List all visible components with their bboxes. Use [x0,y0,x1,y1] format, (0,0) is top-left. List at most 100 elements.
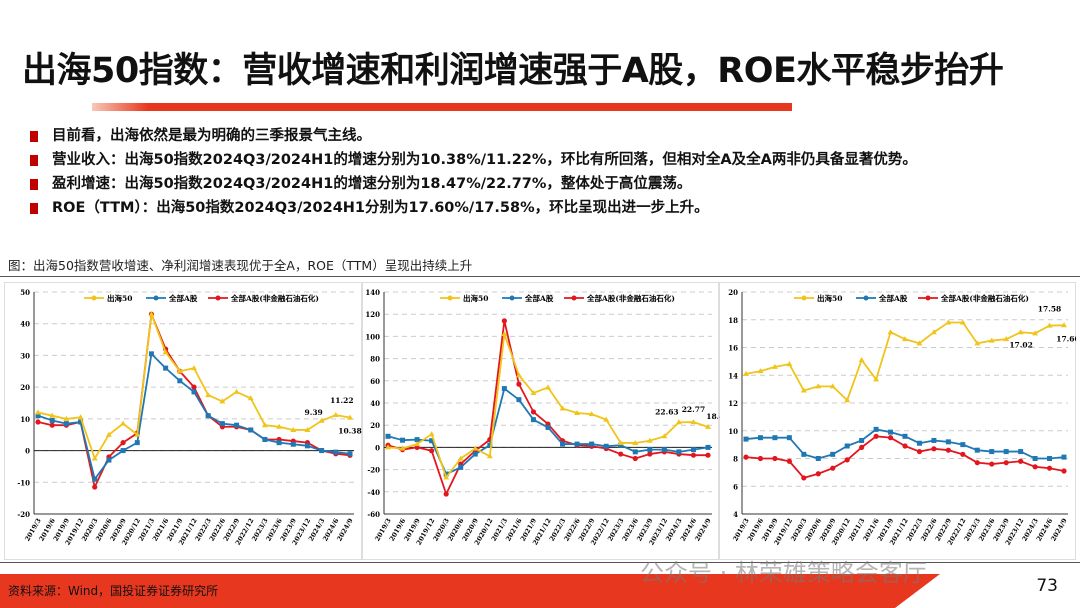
legend-label: 出海50 [817,293,842,303]
data-point [815,456,821,461]
data-point [63,421,69,427]
data-point [844,443,850,449]
data-point [248,427,254,433]
data-point [385,444,391,450]
data-point [191,389,197,395]
legend-label: 出海50 [463,293,488,303]
data-point [332,411,339,417]
data-point [443,491,449,497]
data-point [205,392,212,398]
data-point [786,361,793,367]
data-point [276,440,282,446]
data-point [318,417,325,423]
data-point [930,329,937,335]
data-point [632,455,638,462]
data-point [487,442,493,448]
data-point [261,422,268,428]
data-point [385,433,391,439]
series-line [37,313,351,488]
data-point [92,476,98,482]
legend-marker [91,295,97,301]
bullet-item: 目前看，出海依然是最为明确的三季报景气主线。 [30,124,917,148]
data-point [1046,322,1053,328]
y-tick-label: 0 [25,447,30,456]
y-tick-label: 10 [20,415,30,424]
data-point [233,388,240,394]
data-point [1061,322,1067,328]
data-point [1061,468,1067,474]
y-tick-label: -60 [367,510,380,519]
series-line [37,352,351,481]
data-point [429,438,435,444]
chart-frame [4,282,362,560]
data-point [786,458,792,464]
title-underline [92,103,792,111]
data-point [632,439,639,445]
data-point [191,365,197,371]
data-point [486,453,493,459]
data-point [545,424,551,430]
data-point [347,451,353,457]
data-label: 17.58 [1038,305,1062,314]
y-tick-label: 20 [370,421,380,430]
legend-marker [801,295,807,301]
data-point [989,461,995,467]
data-point [191,384,197,390]
data-point [530,417,536,423]
watermark: 公众号 · 林荣雄策略会客厅 [640,559,927,587]
data-label: 17.60 [1056,334,1076,343]
data-point [347,414,353,420]
series-line [387,333,709,479]
data-point [690,452,697,458]
data-point [49,412,56,418]
y-tick-label: 16 [728,344,738,353]
y-tick-label: 12 [728,399,738,408]
data-point [705,452,711,458]
page-number: 73 [1036,576,1058,596]
data-point [304,443,310,449]
chart-frame [718,282,1076,560]
data-point [859,444,865,450]
y-tick-label: 40 [370,399,380,408]
data-point [1047,456,1053,461]
data-point [829,383,836,389]
bullet-item: ROE（TTM）：出海50指数2024Q3/2024H1分别为17.60%/17… [30,196,917,220]
data-point [661,447,667,453]
data-point [959,319,966,325]
data-point [516,397,522,403]
data-point [290,441,296,447]
y-tick-label: 30 [20,351,30,360]
bullet-square-icon [30,154,38,166]
data-point [1018,458,1024,464]
data-label: 10.38 [338,427,362,436]
data-point [757,368,764,374]
data-point [743,454,749,460]
bullet-square-icon [30,130,38,142]
bullet-text: 目前看，出海依然是最为明确的三季报景气主线。 [52,128,371,144]
data-label: 11.22 [330,396,354,405]
data-point [916,440,922,446]
data-point [945,319,952,325]
data-point [661,433,668,439]
y-tick-label: -10 [17,478,30,487]
data-point [771,363,778,369]
y-tick-label: 18 [728,316,738,325]
y-tick-label: 40 [20,320,30,329]
data-point [1032,456,1038,461]
legend-marker [215,295,221,301]
data-point [545,384,551,390]
data-point [690,419,697,425]
data-point [858,356,865,362]
data-point [120,448,126,454]
data-point [148,311,155,317]
data-point [1046,465,1053,471]
data-point [960,451,966,457]
data-point [501,331,508,337]
data-point [35,413,41,419]
data-point [443,471,449,477]
data-point [1003,460,1009,466]
data-point [647,451,653,457]
data-point [830,451,836,457]
data-point [772,435,778,441]
data-point [888,429,894,435]
